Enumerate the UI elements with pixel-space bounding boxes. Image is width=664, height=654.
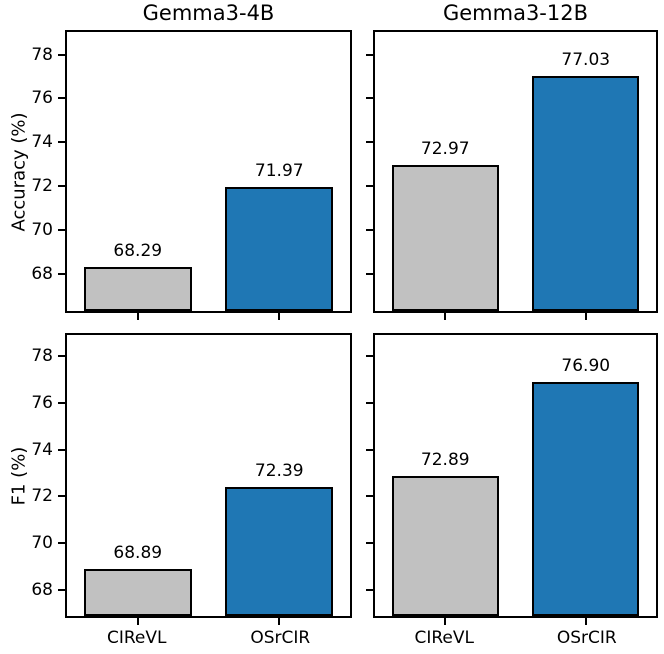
- y-tick: [366, 589, 373, 592]
- x-tick: [136, 618, 139, 625]
- y-tick-label: 78: [31, 346, 53, 367]
- y-tick: [366, 184, 373, 187]
- y-tick: [366, 495, 373, 498]
- x-tick: [584, 313, 587, 320]
- y-tick-label: 72: [31, 486, 53, 507]
- bar-cirevl: [83, 267, 192, 311]
- y-tick: [58, 355, 65, 358]
- bar-cirevl: [391, 475, 499, 616]
- y-tick: [366, 542, 373, 545]
- y-tick: [58, 495, 65, 498]
- panel-title: Gemma3-12B: [442, 1, 589, 25]
- y-tick: [366, 272, 373, 275]
- bar-cirevl: [391, 164, 499, 311]
- y-tick-label: 68: [31, 263, 53, 284]
- y-tick: [58, 97, 65, 100]
- bar-value-label: 77.03: [561, 49, 611, 70]
- y-tick: [58, 272, 65, 275]
- y-tick: [58, 53, 65, 56]
- y-axis-label: Accuracy (%): [8, 111, 30, 232]
- bar-osrcir: [532, 75, 640, 311]
- y-tick: [58, 448, 65, 451]
- x-tick-label-cirevl: CIReVL: [414, 628, 475, 648]
- y-tick: [58, 542, 65, 545]
- subplot-accuracy-gemma3-4b: Gemma3-4B Accuracy (%) 68 70 72 74 76 78 68.29…: [9, 1, 352, 320]
- bar-value-label: 68.29: [113, 241, 163, 262]
- y-tick: [366, 448, 373, 451]
- subplot-f1-gemma3-4b: F1 (%) 68 70 72 74 76 78 68.89 72.39 CIReVL OSr…: [9, 333, 352, 648]
- y-tick: [366, 97, 373, 100]
- y-tick: [366, 53, 373, 56]
- y-tick: [366, 355, 373, 358]
- x-tick: [444, 313, 447, 320]
- x-tick: [584, 618, 587, 625]
- y-tick-label: 68: [31, 580, 53, 601]
- subplot-accuracy-gemma3-12b: Gemma3-12B 72.97 77.03: [366, 1, 658, 320]
- axes-box: 72.89 76.90: [366, 333, 658, 625]
- axes-box: 68 70 72 74 76 78 68.89 72.39: [31, 333, 352, 625]
- bar-value-label: 72.97: [420, 138, 470, 159]
- panel-title: Gemma3-4B: [142, 1, 275, 25]
- y-tick-label: 74: [31, 132, 53, 153]
- x-tick: [278, 313, 281, 320]
- x-tick: [136, 313, 139, 320]
- y-tick: [58, 401, 65, 404]
- x-tick: [278, 618, 281, 625]
- bar-value-label: 76.90: [561, 355, 611, 376]
- x-tick-label-osrcir: OSrCIR: [250, 628, 311, 648]
- bar-value-label: 71.97: [254, 160, 304, 181]
- y-tick: [366, 228, 373, 231]
- bar-osrcir: [532, 381, 640, 616]
- bar-osrcir: [225, 186, 333, 311]
- subplot-f1-gemma3-12b: 72.89 76.90 CIReVL OSrCIR: [366, 333, 658, 648]
- y-tick-label: 72: [31, 175, 53, 196]
- y-tick-label: 78: [31, 44, 53, 65]
- bar-osrcir: [225, 487, 333, 616]
- x-tick: [444, 618, 447, 625]
- y-tick-label: 76: [31, 88, 53, 109]
- y-tick: [58, 184, 65, 187]
- axes-box: 68 70 72 74 76 78 68.29 71.97: [31, 30, 352, 320]
- y-tick: [366, 401, 373, 404]
- y-tick-label: 76: [31, 392, 53, 413]
- bar-value-label: 72.39: [254, 461, 304, 482]
- axes-box: 72.97 77.03: [366, 30, 658, 320]
- y-tick-label: 70: [31, 533, 53, 554]
- x-tick-label-cirevl: CIReVL: [107, 628, 167, 648]
- bar-cirevl: [83, 569, 192, 616]
- y-tick: [58, 228, 65, 231]
- y-tick: [58, 589, 65, 592]
- bar-value-label: 72.89: [420, 449, 470, 470]
- bar-value-label: 68.89: [113, 543, 163, 564]
- y-tick: [366, 141, 373, 144]
- y-tick-label: 70: [31, 219, 53, 240]
- y-tick: [58, 141, 65, 144]
- x-tick-label-osrcir: OSrCIR: [556, 628, 617, 648]
- y-tick-label: 74: [31, 439, 53, 460]
